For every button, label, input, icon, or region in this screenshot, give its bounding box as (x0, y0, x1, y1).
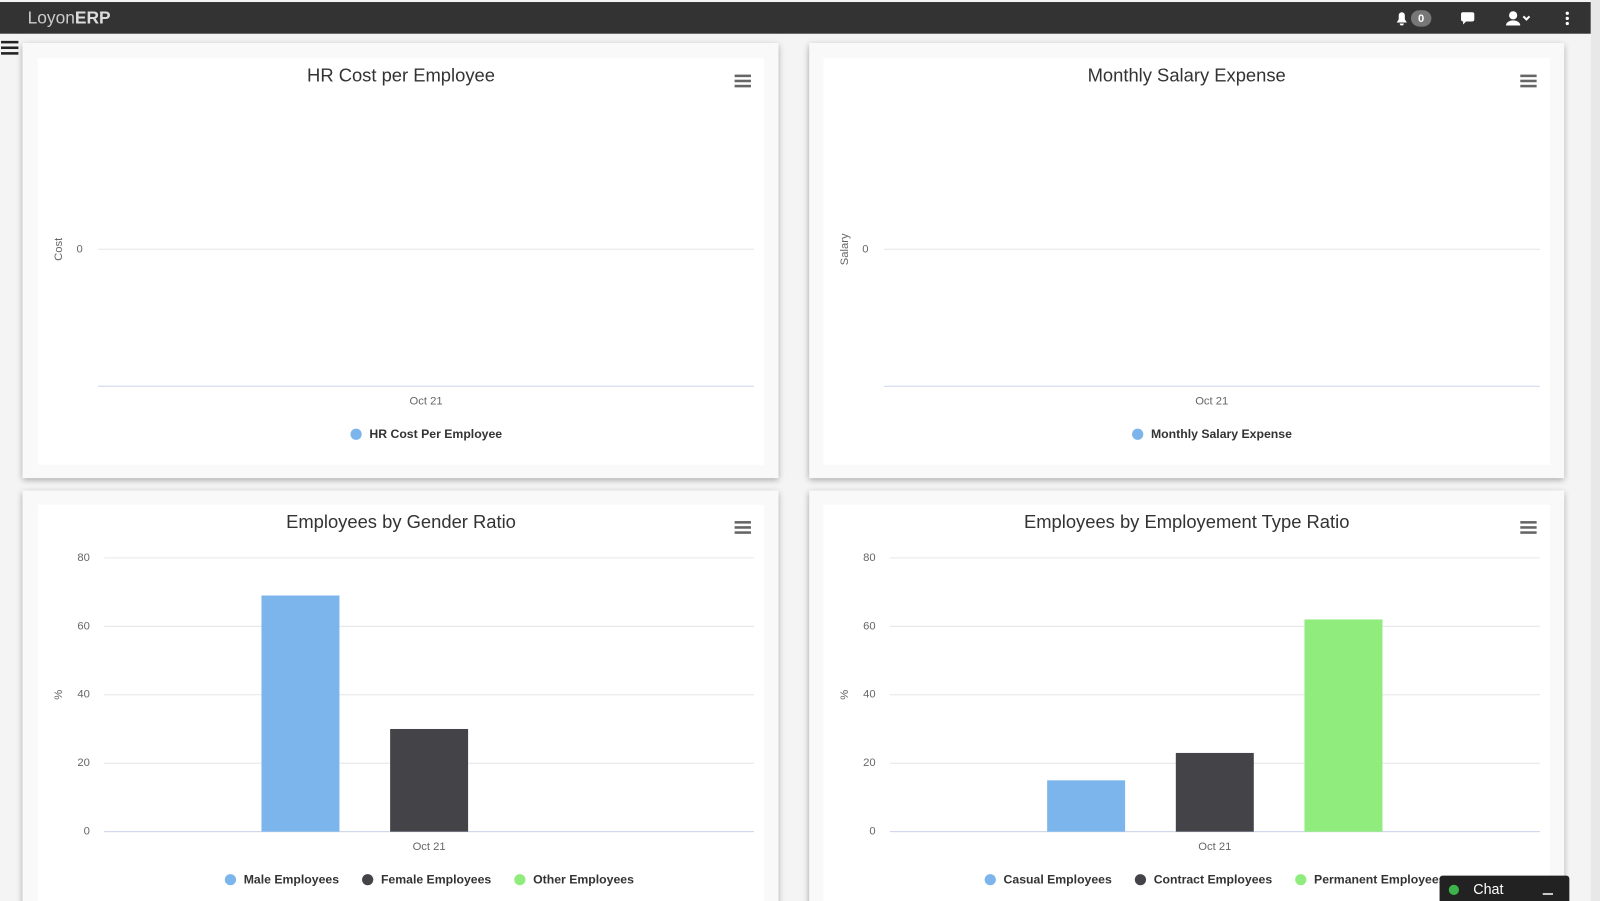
logo-light: Loyon (27, 8, 75, 28)
legend-item[interactable]: Other Employees (514, 872, 634, 886)
legend-marker (362, 874, 374, 886)
legend-marker (350, 428, 362, 440)
y-tick-label: 0 (862, 243, 868, 255)
legend-label: Female Employees (381, 872, 491, 886)
legend-item[interactable]: Contract Employees (1134, 872, 1273, 886)
y-axis-label: Cost (53, 237, 65, 261)
scrollbar[interactable] (1590, 0, 1600, 901)
y-tick-label: 20 (77, 757, 89, 769)
x-tick-label: Oct 21 (1198, 841, 1231, 853)
menu-dot (1565, 21, 1569, 26)
chart-title: HR Cost per Employee (307, 64, 495, 85)
user-icon[interactable] (1509, 11, 1518, 20)
x-tick-label: Oct 21 (410, 395, 443, 407)
user-caret (1522, 15, 1531, 21)
bar (1175, 752, 1254, 832)
legend-marker (1134, 874, 1147, 886)
chart: Employees by Gender Ratio% 0 20 40 60 80 Oct 2… (53, 511, 755, 886)
menu-dot (1565, 16, 1569, 21)
status-dot (1448, 884, 1459, 896)
chart-title: Monthly Salary Expense (1088, 64, 1286, 85)
legend-item[interactable]: Casual Employees (984, 872, 1112, 886)
legend-marker (1132, 428, 1144, 440)
chart-panel: Monthly Salary Expense Salary 0 Oct 21 Month… (823, 58, 1550, 465)
menu-line (734, 531, 751, 534)
chart-panel: Employees by Gender Ratio% 0 20 40 60 80 Oct 2… (37, 504, 765, 901)
legend-item[interactable]: HR Cost Per Employee (350, 427, 502, 441)
legend-label: Casual Employees (1004, 872, 1112, 886)
menu-dot[interactable] (1565, 11, 1569, 15)
chat-bar: Chat (1448, 882, 1553, 898)
y-tick-label: 60 (77, 620, 89, 632)
chat-widget[interactable]: Chat (1439, 875, 1570, 901)
y-tick-label: 80 (77, 552, 89, 564)
y-tick-label: 0 (84, 826, 90, 838)
logo-bold: ERP (74, 8, 111, 28)
chart-menu[interactable] (734, 74, 751, 88)
logo[interactable]: LoyonERP (28, 8, 111, 28)
y-tick-label: 0 (869, 826, 875, 838)
menu-line (1520, 79, 1537, 83)
bar (1047, 780, 1126, 832)
chart-menu[interactable] (734, 521, 751, 534)
menu-line (734, 521, 751, 524)
menu-line (734, 74, 751, 78)
chart-title: Employees by Employement Type Ratio (1024, 511, 1349, 532)
legend-item[interactable]: Monthly Salary Expense (1132, 427, 1292, 441)
y-tick-label: 20 (863, 757, 875, 769)
legend-label: Male Employees (244, 872, 340, 886)
y-tick-label: 40 (77, 689, 89, 701)
menu-line (1520, 531, 1537, 534)
legend-label: HR Cost Per Employee (369, 427, 502, 441)
menu-line (734, 79, 751, 83)
chart: Monthly Salary Expense Salary 0 Oct 21 Month… (839, 64, 1540, 441)
bell-icon[interactable] (1396, 12, 1407, 26)
legend-marker (1295, 874, 1307, 886)
y-axis-label: % (53, 690, 65, 700)
x-tick-label: Oct 21 (1195, 395, 1228, 407)
sidebar-toggle[interactable] (0, 40, 20, 56)
chat-label: Chat (1473, 882, 1503, 898)
bar (261, 595, 340, 832)
chart-panel: HR Cost per Employee Cost 0 Oct 21 HR Cost P… (37, 58, 765, 465)
badge (1410, 10, 1432, 27)
menu-line (734, 84, 751, 88)
legend-marker (224, 874, 237, 886)
chart: Employees by Employement Type Ratio% 0 20 4… (839, 511, 1540, 886)
y-tick-label: 40 (863, 689, 875, 701)
legend-item[interactable]: Permanent Employees (1295, 872, 1446, 886)
legend-label: Permanent Employees (1314, 872, 1446, 886)
menu-line (1520, 74, 1537, 78)
notification-count: 0 (1418, 13, 1424, 25)
bar (1304, 619, 1383, 832)
y-tick-label: 60 (863, 620, 875, 632)
top-icons: 0 (1396, 10, 1569, 27)
menu-line (1520, 521, 1537, 524)
messages-icon[interactable] (1461, 12, 1475, 25)
legend-item[interactable]: Male Employees (224, 872, 340, 886)
legend-item[interactable]: Female Employees (362, 872, 491, 886)
user-icon-body (1505, 20, 1521, 26)
y-tick-label: 80 (863, 552, 875, 564)
top-bar: LoyonERP 0 (0, 2, 1591, 34)
legend-label: Other Employees (533, 872, 634, 886)
x-tick-label: Oct 21 (413, 841, 446, 853)
chart-menu[interactable] (1520, 521, 1537, 534)
legend-label: Monthly Salary Expense (1151, 427, 1292, 441)
chart: HR Cost per Employee Cost 0 Oct 21 HR Cost P… (53, 64, 755, 441)
chart-panel: Employees by Employement Type Ratio% 0 20 4… (823, 504, 1550, 901)
y-tick-label: 0 (77, 243, 83, 255)
menu-line (1520, 84, 1537, 88)
y-axis-label: Salary (839, 233, 851, 265)
chart-menu[interactable] (1520, 74, 1537, 88)
legend-label: Contract Employees (1154, 872, 1273, 886)
legend-marker (984, 874, 996, 886)
y-axis-label: % (839, 690, 851, 700)
legend-marker (514, 874, 526, 886)
menu-line (734, 526, 751, 529)
menu-line (1520, 526, 1537, 529)
bar (390, 728, 469, 832)
chart-title: Employees by Gender Ratio (286, 511, 516, 532)
